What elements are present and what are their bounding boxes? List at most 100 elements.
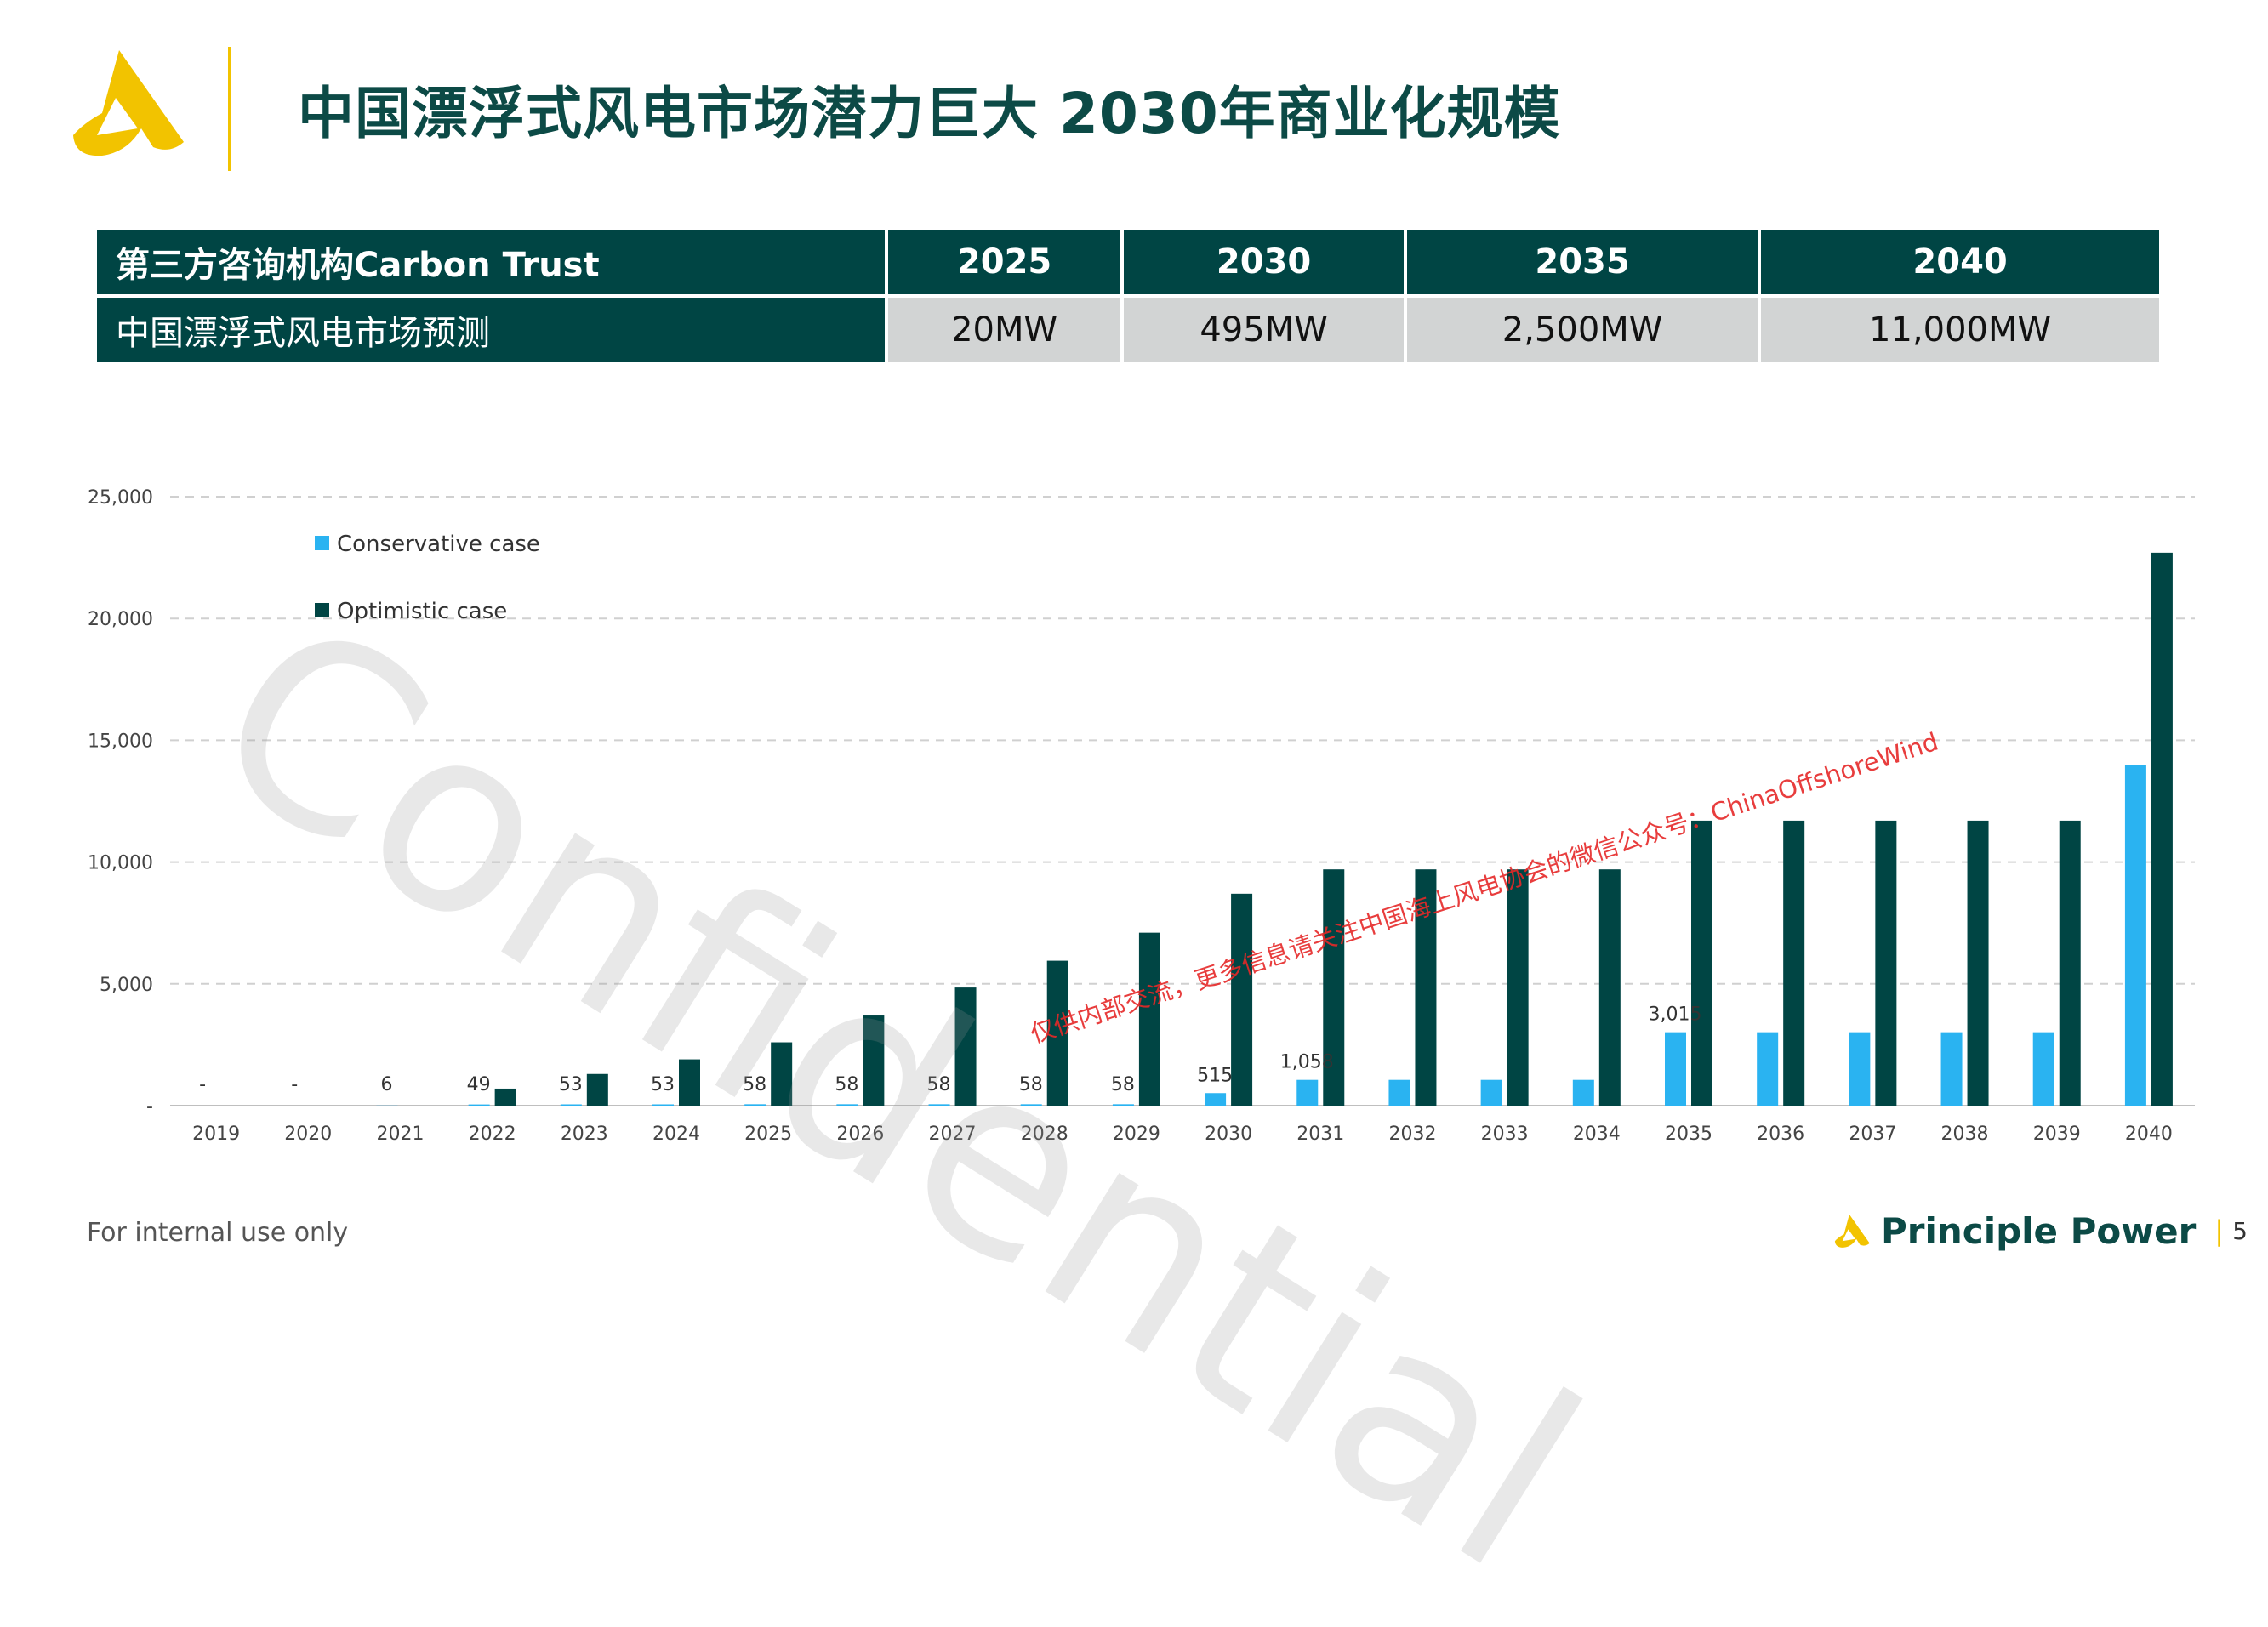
bar-conservative xyxy=(1021,1104,1042,1106)
x-tick-label: 2020 xyxy=(284,1124,332,1145)
bar-conservative xyxy=(1941,1033,1963,1106)
bar-conservative xyxy=(1205,1093,1226,1106)
x-tick-label: 2038 xyxy=(1941,1124,1989,1145)
forecast-bar-chart: -5,00010,00015,00020,00025,0002019-2020-… xyxy=(0,459,2268,1157)
y-tick-label: 25,000 xyxy=(88,487,153,509)
brand-logo-icon xyxy=(1833,1213,1871,1249)
value-2040: 11,000MW xyxy=(1761,298,2159,362)
bar-optimistic xyxy=(495,1089,516,1106)
title-divider xyxy=(228,47,231,171)
x-tick-label: 2021 xyxy=(376,1124,424,1145)
legend-swatch xyxy=(315,603,329,617)
x-tick-label: 2028 xyxy=(1021,1124,1068,1145)
bar-optimistic xyxy=(679,1060,700,1106)
data-label: 58 xyxy=(743,1074,766,1095)
data-label: 1,058 xyxy=(1280,1052,1334,1073)
bar-optimistic xyxy=(1599,869,1621,1106)
data-label: 58 xyxy=(927,1074,951,1095)
data-label: 58 xyxy=(835,1074,858,1095)
x-tick-label: 2036 xyxy=(1757,1124,1804,1145)
principle-power-logo-icon xyxy=(68,47,187,157)
bar-conservative xyxy=(929,1104,950,1106)
header-2030: 2030 xyxy=(1124,230,1404,294)
y-tick-label: - xyxy=(146,1096,153,1118)
row-label: 中国漂浮式风电市场预测 xyxy=(97,298,885,362)
bar-optimistic xyxy=(1231,894,1252,1106)
legend-label: Optimistic case xyxy=(337,599,507,624)
header-2040: 2040 xyxy=(1761,230,2159,294)
x-tick-label: 2030 xyxy=(1205,1124,1252,1145)
x-tick-label: 2029 xyxy=(1113,1124,1160,1145)
y-tick-label: 5,000 xyxy=(100,975,153,996)
value-2025: 20MW xyxy=(888,298,1120,362)
x-tick-label: 2033 xyxy=(1481,1124,1529,1145)
bar-conservative xyxy=(1757,1033,1778,1106)
page-number: 5 xyxy=(2232,1217,2248,1245)
value-2035: 2,500MW xyxy=(1407,298,1758,362)
bar-conservative xyxy=(836,1104,858,1106)
legend-swatch xyxy=(315,536,329,550)
x-tick-label: 2037 xyxy=(1849,1124,1896,1145)
forecast-table: 第三方咨询机构Carbon Trust 2025 2030 2035 2040 … xyxy=(94,226,2163,366)
x-tick-label: 2031 xyxy=(1296,1124,1344,1145)
data-label: - xyxy=(199,1074,206,1095)
header-2025: 2025 xyxy=(888,230,1120,294)
brand-name: Principle Power xyxy=(1881,1210,2196,1252)
x-tick-label: 2026 xyxy=(836,1124,884,1145)
brand-separator: | xyxy=(2214,1215,2224,1247)
bar-conservative xyxy=(2125,765,2146,1106)
bar-conservative xyxy=(652,1104,674,1106)
page-title: 中国漂浮式风电市场潜力巨大 2030年商业化规模 xyxy=(298,68,1561,150)
bar-conservative xyxy=(1481,1080,1502,1106)
x-tick-label: 2019 xyxy=(192,1124,240,1145)
data-label: 53 xyxy=(651,1074,675,1095)
legend-label: Conservative case xyxy=(337,532,540,557)
y-tick-label: 15,000 xyxy=(88,731,153,752)
bar-conservative xyxy=(1849,1033,1870,1106)
footer-note: For internal use only xyxy=(87,1218,348,1248)
header-source: 第三方咨询机构Carbon Trust xyxy=(97,230,885,294)
data-label: 53 xyxy=(559,1074,583,1095)
value-2030: 495MW xyxy=(1124,298,1404,362)
data-label: 3,015 xyxy=(1649,1004,1702,1026)
bar-optimistic xyxy=(1783,821,1804,1106)
bar-conservative xyxy=(1388,1080,1410,1106)
bar-conservative xyxy=(1573,1080,1594,1106)
bar-optimistic xyxy=(1875,821,1896,1106)
x-tick-label: 2039 xyxy=(2033,1124,2081,1145)
data-label: 49 xyxy=(467,1074,491,1095)
bar-conservative xyxy=(561,1104,582,1106)
header-2035: 2035 xyxy=(1407,230,1758,294)
bar-optimistic xyxy=(771,1043,792,1106)
x-tick-label: 2035 xyxy=(1665,1124,1712,1145)
brand-footer: Principle Power | 5 xyxy=(1833,1209,2248,1252)
bar-optimistic xyxy=(1139,933,1160,1106)
x-tick-label: 2024 xyxy=(652,1124,700,1145)
y-tick-label: 20,000 xyxy=(88,609,153,630)
x-tick-label: 2040 xyxy=(2125,1124,2173,1145)
bar-optimistic xyxy=(2151,553,2173,1106)
bar-optimistic xyxy=(587,1074,608,1106)
bar-conservative xyxy=(469,1105,490,1106)
bar-optimistic xyxy=(863,1015,884,1106)
bar-optimistic xyxy=(2060,821,2081,1106)
x-tick-label: 2022 xyxy=(469,1124,516,1145)
table-header-row: 第三方咨询机构Carbon Trust 2025 2030 2035 2040 xyxy=(97,230,2159,294)
bar-optimistic xyxy=(1691,821,1712,1106)
bar-conservative xyxy=(1113,1104,1134,1106)
x-tick-label: 2032 xyxy=(1388,1124,1436,1145)
data-label: 58 xyxy=(1111,1074,1135,1095)
bar-optimistic xyxy=(1507,869,1529,1106)
x-tick-label: 2023 xyxy=(561,1124,608,1145)
x-tick-label: 2025 xyxy=(744,1124,792,1145)
bar-conservative xyxy=(2033,1033,2054,1106)
bar-conservative xyxy=(744,1104,766,1106)
bar-conservative xyxy=(1296,1080,1318,1106)
y-tick-label: 10,000 xyxy=(88,853,153,874)
bar-optimistic xyxy=(1968,821,1989,1106)
data-label: 515 xyxy=(1197,1065,1233,1086)
bar-optimistic xyxy=(955,987,977,1106)
bar-conservative xyxy=(1665,1033,1686,1106)
table-row: 中国漂浮式风电市场预测 20MW 495MW 2,500MW 11,000MW xyxy=(97,298,2159,362)
x-tick-label: 2027 xyxy=(929,1124,977,1145)
